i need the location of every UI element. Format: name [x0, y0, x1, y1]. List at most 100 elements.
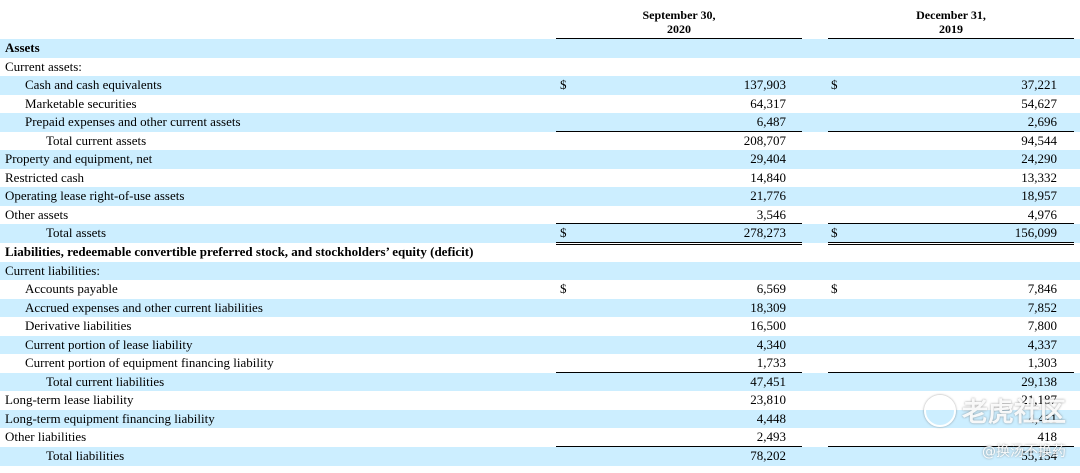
value-2020: 18,309	[750, 299, 786, 315]
balance-sheet-table: Assets Current assets: Cash and cash equiv…	[0, 39, 1080, 466]
value-2020: 278,273	[743, 225, 786, 241]
row-label: Total liabilities	[46, 448, 125, 464]
value-2019: 418	[1037, 429, 1058, 445]
table-row: Cash and cash equivalents $137,903 $37,221	[0, 76, 1080, 95]
value-2020: 3,546	[756, 206, 786, 222]
value-2019: 4,411	[1028, 410, 1057, 426]
value-2020: 16,500	[750, 318, 786, 334]
value-2019: 7,852	[1027, 299, 1057, 315]
row-label: Total assets	[46, 225, 107, 241]
value-2020: 29,404	[750, 151, 786, 167]
watermark-subtitle: @换汤不换药	[982, 444, 1066, 460]
table-row: Liabilities, redeemable convertible pref…	[0, 243, 1080, 262]
row-label: Restricted cash	[5, 169, 85, 185]
value-2019: 7,800	[1027, 318, 1057, 334]
row-label: Liabilities, redeemable convertible pref…	[5, 244, 474, 260]
row-label: Operating lease right-of-use assets	[5, 188, 185, 204]
column-header-rule	[556, 38, 802, 39]
currency-symbol: $	[560, 77, 567, 93]
table-row: Current portion of equipment financing l…	[0, 354, 1080, 373]
value-2019: 94,544	[1021, 132, 1057, 148]
table-row: Total liabilities 78,202 55,154	[0, 447, 1080, 466]
column-header-line2: 2020	[667, 22, 691, 36]
subtotal-rule	[556, 446, 802, 448]
table-row: Total assets $278,273 $156,099	[0, 224, 1080, 246]
row-label: Accrued expenses and other current liabi…	[25, 299, 263, 315]
row-label: Cash and cash equivalents	[25, 77, 162, 93]
row-label: Long-term equipment financing liability	[5, 410, 215, 426]
value-2019: 1,303	[1027, 355, 1057, 371]
table-row: Long-term lease liability 23,810 21,187	[0, 391, 1080, 410]
column-header-line1: September 30,	[642, 8, 716, 22]
column-header-rule	[828, 38, 1074, 39]
row-label: Marketable securities	[25, 95, 137, 111]
value-2020: 4,448	[756, 410, 786, 426]
value-2019: 4,976	[1027, 206, 1057, 222]
subtotal-rule	[556, 130, 802, 132]
total-double-rule	[828, 242, 1074, 246]
column-header-line1: December 31,	[916, 8, 986, 22]
table-row: Current assets:	[0, 58, 1080, 77]
table-row: Other liabilities 2,493 418	[0, 428, 1080, 448]
tiger-logo-icon	[923, 394, 956, 427]
value-2020: 4,340	[756, 336, 786, 352]
currency-symbol: $	[560, 225, 567, 241]
currency-symbol: $	[831, 281, 838, 297]
value-2019: 24,290	[1021, 151, 1057, 167]
value-2019: 37,221	[1021, 77, 1057, 93]
value-2019: 13,332	[1021, 169, 1057, 185]
row-label: Other assets	[5, 206, 69, 222]
row-label: Current portion of lease liability	[25, 336, 193, 352]
table-row: Operating lease right-of-use assets 21,77…	[0, 187, 1080, 206]
row-label: Current portion of equipment financing l…	[25, 355, 274, 371]
table-row: Restricted cash 14,840 13,332	[0, 169, 1080, 188]
column-header: September 30, 2020 December 31, 2019	[0, 0, 1080, 40]
value-2020: 14,840	[750, 169, 786, 185]
row-label: Current liabilities:	[5, 262, 100, 278]
table-row: Assets	[0, 39, 1080, 58]
row-label: Prepaid expenses and other current asset…	[25, 114, 241, 130]
subtotal-rule	[828, 371, 1074, 373]
table-row: Derivative liabilities 16,500 7,800	[0, 317, 1080, 336]
watermark: 老虎社区 @换汤不换药	[923, 392, 1066, 461]
row-label: Total current assets	[46, 132, 147, 148]
table-row: Prepaid expenses and other current asset…	[0, 113, 1080, 132]
table-row: Marketable securities 64,317 54,627	[0, 95, 1080, 114]
row-label: Total current liabilities	[46, 373, 165, 389]
subtotal-rule	[828, 130, 1074, 132]
value-2020: 64,317	[750, 95, 786, 111]
currency-symbol: $	[560, 281, 567, 297]
value-2019: 55,154	[1021, 448, 1057, 464]
total-double-rule	[556, 242, 802, 246]
currency-symbol: $	[831, 77, 838, 93]
row-label: Property and equipment, net	[5, 151, 153, 167]
value-2019: 156,099	[1014, 225, 1057, 241]
column-header-december-2019: December 31, 2019	[828, 8, 1074, 36]
subtotal-rule	[556, 223, 802, 225]
table-row: Current portion of lease liability 4,340 4…	[0, 335, 1080, 355]
value-2020: 6,487	[756, 114, 786, 130]
value-2020: 1,733	[756, 355, 786, 371]
table-row: Other assets 3,546 4,976	[0, 206, 1080, 225]
subtotal-rule	[828, 223, 1074, 225]
value-2020: 21,776	[750, 188, 786, 204]
value-2020: 23,810	[750, 392, 786, 408]
row-label: Other liabilities	[5, 429, 87, 445]
value-2019: 2,696	[1027, 114, 1057, 130]
table-row: Total current liabilities 47,451 29,138	[0, 372, 1080, 392]
value-2019: 54,627	[1021, 95, 1057, 111]
currency-symbol: $	[831, 225, 838, 241]
value-2019: 29,138	[1021, 373, 1057, 389]
value-2020: 47,451	[750, 373, 786, 389]
value-2020: 137,903	[743, 77, 786, 93]
table-row: Long-term equipment financing liability 4…	[0, 409, 1080, 429]
value-2020: 208,707	[743, 132, 786, 148]
watermark-title: 老虎社区	[961, 398, 1066, 428]
row-label: Derivative liabilities	[25, 318, 132, 334]
value-2019: 7,846	[1027, 281, 1057, 297]
row-label: Assets	[5, 40, 40, 55]
value-2020: 6,569	[756, 281, 786, 297]
subtotal-rule	[556, 371, 802, 373]
row-label: Current assets:	[5, 58, 82, 74]
value-2019: 21,187	[1021, 392, 1057, 408]
